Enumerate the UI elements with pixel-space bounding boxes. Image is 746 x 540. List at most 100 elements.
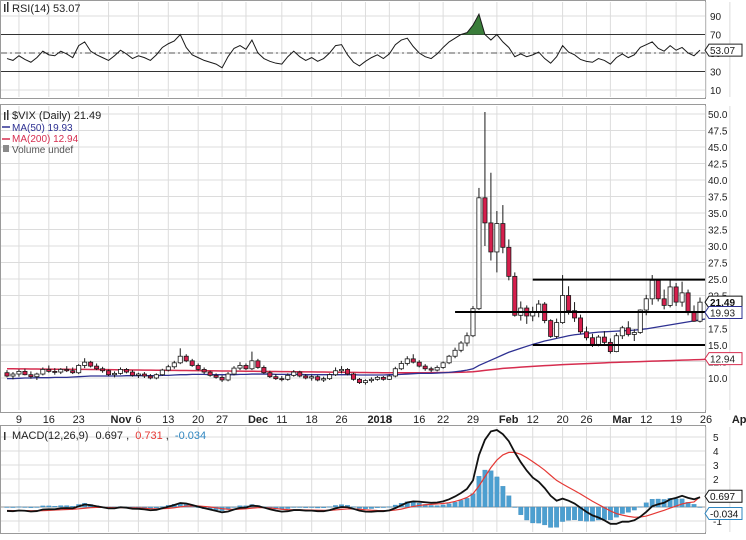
price-legend: $VIX (Daily) 21.49 MA(50) 19.93 MA(200) … [2, 110, 101, 156]
candle-body-up [339, 369, 345, 372]
candlestick [141, 372, 147, 378]
macd-histogram-bar [691, 504, 697, 508]
candle-body-up [16, 370, 22, 375]
price-tick-label: 37.5 [708, 193, 728, 204]
ma50-line [7, 318, 705, 380]
candlestick [548, 319, 554, 338]
candlestick [482, 112, 488, 246]
candlestick [70, 367, 76, 375]
macd-histogram-bar [4, 506, 10, 508]
price-tick-label: 10.0 [708, 374, 728, 385]
candlestick [189, 358, 195, 367]
macd-histogram-bar [309, 506, 315, 508]
macd-histogram-bar [34, 506, 40, 508]
symbol-legend: $VIX (Daily) 21.49 [12, 110, 101, 122]
macd-histogram-bar [297, 506, 303, 508]
candlestick [506, 239, 512, 281]
candlestick [619, 325, 625, 340]
candlestick [362, 379, 368, 385]
candlestick [129, 370, 135, 377]
ma50-value-tag [704, 305, 743, 319]
candle-body-down [380, 376, 386, 380]
macd-tick-label: -1 [713, 517, 722, 528]
macd-histogram-bar [28, 506, 34, 508]
candlestick [667, 279, 673, 308]
candle-body-up [458, 342, 464, 351]
candlestick [566, 286, 572, 315]
candlestick [637, 309, 643, 334]
macd-histogram-bar [542, 506, 548, 526]
candle-body-up [112, 372, 118, 376]
candlestick [578, 314, 584, 334]
candlestick [410, 354, 416, 364]
candlestick [177, 348, 183, 365]
candle-body-down [661, 298, 667, 306]
candlestick [428, 366, 434, 373]
candle-body-up [333, 370, 339, 376]
candlestick [440, 361, 446, 369]
price-tick-label: 45.0 [708, 143, 728, 154]
candle-body-down [625, 327, 631, 335]
candlestick [321, 376, 327, 382]
candlestick [88, 360, 94, 368]
candlestick [697, 297, 703, 323]
candlestick [237, 362, 243, 371]
macd-legend-sep-2: , [166, 430, 169, 442]
price-tick-label: 25.0 [708, 275, 728, 286]
macd-histogram-bar [434, 505, 440, 508]
candle-body-down [94, 365, 100, 370]
candle-body-up [118, 369, 123, 374]
candle-body-down [213, 374, 219, 378]
x-axis-label: 13 [162, 414, 174, 426]
candle-body-up [58, 369, 64, 373]
macd-histogram-bar [375, 506, 380, 508]
macd-histogram-bar [64, 505, 70, 508]
macd-histogram-bar [530, 506, 536, 524]
candlestick [231, 366, 237, 376]
rsi-legend: RSI(14) 53.07 [4, 2, 80, 15]
x-axis-label: 16 [43, 414, 55, 426]
rsi-tick-label: 10 [710, 86, 722, 97]
macd-histogram-bar [548, 506, 554, 528]
candle-body-down [52, 370, 58, 373]
candle-body-up [560, 295, 566, 323]
macd-histogram-bar [584, 506, 589, 522]
chart-type-icon-bar [7, 2, 9, 12]
grid-lines [1, 2, 731, 532]
rsi-tick-label: 70 [710, 31, 722, 42]
candlestick [512, 272, 518, 317]
macd-histogram-bar [58, 505, 64, 508]
candle-body-up [177, 355, 183, 364]
candlestick [691, 305, 697, 322]
candle-body-down [267, 372, 273, 378]
x-axis-label: 11 [276, 414, 287, 426]
candle-body-up [171, 362, 177, 368]
macd-tick-label: 3 [713, 461, 719, 472]
candlestick [488, 172, 494, 261]
candle-body-up [554, 322, 560, 337]
candlestick [46, 365, 52, 373]
candlestick [261, 365, 267, 375]
candlestick [279, 376, 285, 382]
rsi-tick-label: 30 [710, 68, 722, 79]
last-price-label: 21.49 [710, 298, 735, 309]
macd-legend-sep-1: , [126, 430, 129, 442]
macd-histogram-bar [667, 498, 673, 508]
candlestick [470, 306, 476, 338]
candlestick [458, 341, 464, 353]
candle-body-down [488, 222, 494, 253]
price-tick-label: 32.5 [708, 226, 728, 237]
candle-body-up [452, 349, 458, 357]
candle-body-up [404, 358, 410, 364]
candle-body-up [362, 380, 368, 384]
macd-legend-line: MACD(12,26,9) 0.697 , 0.731 , -0.034 [12, 430, 206, 442]
macd-histogram-bar [572, 506, 577, 521]
candle-body-up [135, 373, 141, 376]
x-axis-label: 6 [135, 414, 141, 426]
candlestick [584, 326, 589, 341]
candlestick [416, 360, 422, 368]
candlestick [165, 364, 171, 372]
candle-body-down [601, 336, 607, 343]
x-axis-label: 22 [437, 414, 449, 426]
